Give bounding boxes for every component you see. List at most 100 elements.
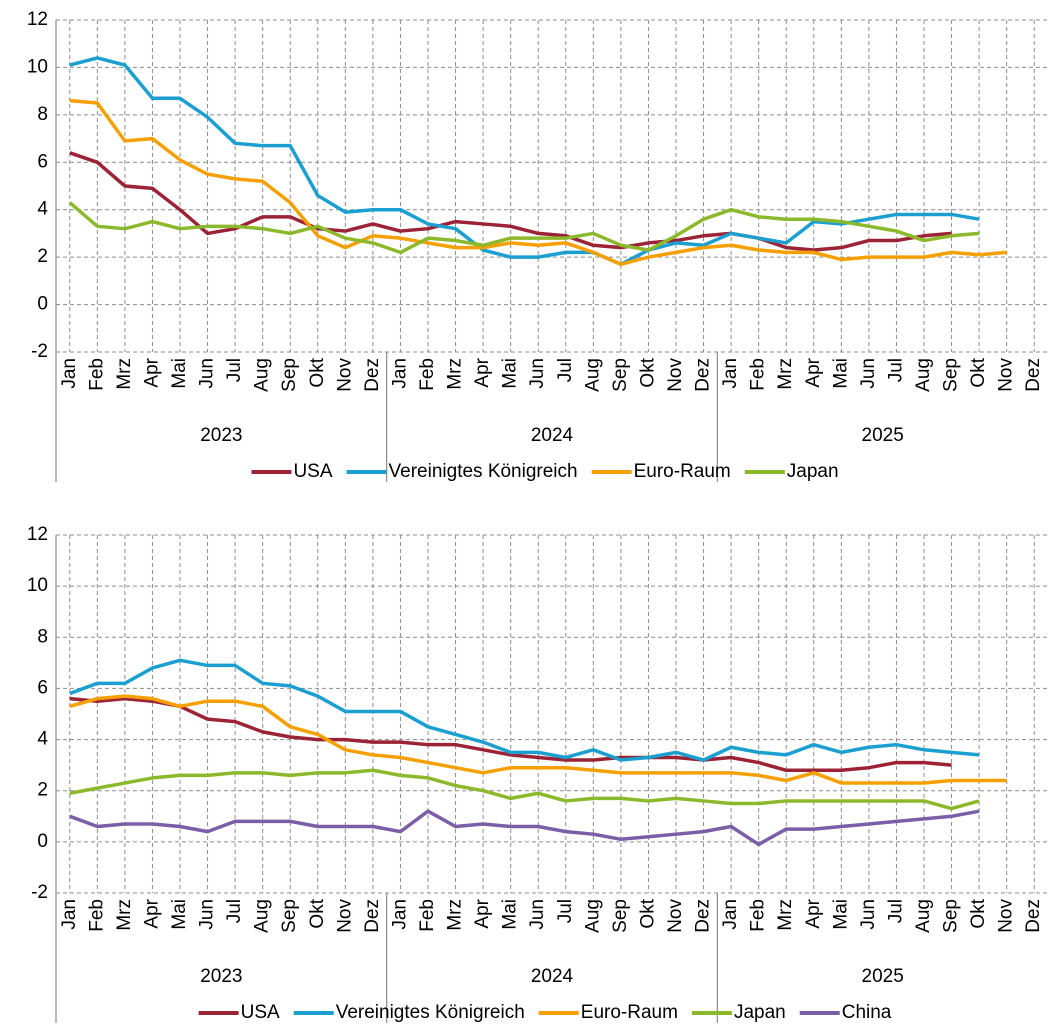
x-tick-label: Dez (362, 358, 383, 392)
x-tick-label: Feb (748, 899, 769, 932)
x-tick-label: Aug (913, 899, 934, 933)
legend-label: USA (293, 461, 332, 482)
legend-label: USA (241, 1002, 280, 1023)
x-tick-label: Mrz (114, 899, 135, 931)
year-label: 2024 (531, 425, 574, 446)
y-tick-label: 12 (27, 524, 48, 545)
year-label: 2025 (862, 966, 904, 987)
x-tick-label: Feb (417, 899, 438, 932)
x-tick-label: Feb (86, 358, 107, 391)
x-tick-label: Feb (86, 899, 107, 932)
y-tick-label: 4 (37, 729, 48, 750)
y-tick-label: -2 (31, 882, 48, 903)
y-tick-label: 8 (37, 626, 48, 647)
x-tick-label: Okt (637, 357, 658, 387)
x-tick-label: Aug (582, 358, 603, 392)
y-tick-label: 6 (37, 151, 48, 172)
x-tick-label: Jun (858, 358, 879, 389)
x-tick-label: Apr (803, 357, 824, 387)
legend-label: Vereinigtes Königreich (389, 461, 578, 482)
x-tick-label: Jul (555, 899, 576, 923)
x-tick-label: Mai (500, 899, 521, 930)
x-tick-label: Mrz (775, 358, 796, 390)
year-label: 2023 (200, 966, 242, 987)
x-tick-label: Nov (996, 358, 1017, 392)
y-tick-label: 2 (37, 246, 48, 267)
x-tick-label: Sep (610, 358, 631, 392)
x-tick-label: Okt (968, 357, 989, 387)
year-label: 2025 (862, 425, 904, 446)
x-tick-label: Jul (224, 358, 245, 382)
x-tick-label: Okt (968, 898, 989, 928)
x-tick-label: Jan (720, 899, 741, 930)
series-line (69, 658, 980, 762)
x-tick-label: Jun (527, 899, 548, 930)
legend: USA Vereinigtes Königreich Euro-Raum Japan C… (198, 1002, 892, 1023)
x-tick-label: Mrz (114, 358, 135, 390)
legend-label: Euro-Raum (634, 461, 731, 482)
x-tick-label: Jun (527, 358, 548, 389)
x-tick-label: Jun (197, 899, 218, 930)
x-tick-label: Mrz (775, 899, 796, 931)
y-tick-label: 0 (37, 294, 48, 315)
legend-label: Japan (787, 461, 839, 482)
x-tick-label: Nov (665, 358, 686, 392)
series-line (68, 201, 980, 255)
legend-label: Euro-Raum (581, 1002, 678, 1023)
y-tick-label: 10 (27, 56, 48, 77)
x-tick-label: Nov (334, 899, 355, 933)
x-tick-label: Jan (59, 899, 80, 930)
x-tick-label: Dez (693, 358, 714, 392)
x-tick-label: Jan (720, 358, 741, 389)
x-tick-label: Sep (279, 358, 300, 392)
series-line (69, 56, 980, 267)
y-tick-label: 8 (37, 104, 48, 125)
x-tick-label: Nov (996, 899, 1017, 933)
legend-label: China (842, 1002, 892, 1023)
x-tick-label: Apr (472, 357, 493, 387)
x-tick-label: Mai (830, 358, 851, 389)
x-tick-label: Sep (279, 899, 300, 933)
series-line (69, 98, 1007, 267)
x-tick-label: Dez (1023, 899, 1044, 933)
chart: -2 0 2 4 6 8 10 12 Jan Feb Mrz Apr Mai Jun Jul Aug Sep Ok… (27, 9, 1048, 482)
year-label: 2024 (531, 966, 574, 987)
x-tick-label: Aug (252, 358, 273, 392)
y-tick-label: 10 (27, 575, 48, 596)
x-tick-label: Jan (389, 899, 410, 930)
x-tick-label: Okt (307, 357, 328, 387)
x-tick-label: Okt (637, 898, 658, 928)
y-tick-label: 4 (37, 199, 48, 220)
x-tick-label: Apr (472, 898, 493, 928)
y-tick-label: -2 (31, 341, 48, 362)
x-tick-label: Apr (141, 357, 162, 387)
year-label: 2023 (200, 425, 242, 446)
x-tick-label: Dez (1023, 358, 1044, 392)
legend: USA Vereinigtes Königreich Euro-Raum Japan (251, 461, 839, 482)
x-tick-label: Jul (885, 358, 906, 382)
x-tick-label: Mrz (445, 358, 466, 390)
x-tick-label: Sep (610, 899, 631, 933)
x-tick-label: Jul (224, 899, 245, 923)
series-line (69, 151, 952, 252)
x-tick-label: Mai (830, 899, 851, 930)
x-tick-label: Mrz (445, 899, 466, 931)
x-tick-label: Okt (307, 898, 328, 928)
chart: -2 0 2 4 6 8 10 12 Jan Feb Mrz Apr Mai Jun Jul Aug Sep Ok… (27, 524, 1048, 1023)
x-tick-label: Jun (858, 899, 879, 930)
x-tick-label: Sep (941, 899, 962, 933)
x-tick-label: Nov (665, 899, 686, 933)
x-tick-label: Mai (500, 358, 521, 389)
y-tick-label: 2 (37, 780, 48, 801)
x-tick-label: Sep (941, 358, 962, 392)
x-tick-label: Jul (885, 899, 906, 923)
x-tick-label: Apr (803, 898, 824, 928)
x-tick-label: Jun (197, 358, 218, 389)
x-tick-label: Jan (389, 358, 410, 389)
x-tick-label: Feb (417, 358, 438, 391)
series-line (69, 696, 952, 773)
series-line (69, 768, 980, 811)
x-tick-label: Aug (913, 358, 934, 392)
series-line (69, 809, 980, 847)
